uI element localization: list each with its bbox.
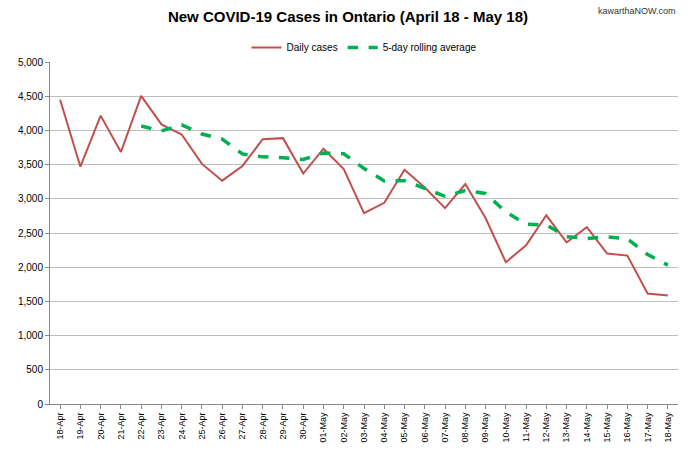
svg-text:3,000: 3,000 bbox=[18, 193, 43, 204]
svg-text:03-May: 03-May bbox=[359, 412, 369, 443]
svg-text:02-May: 02-May bbox=[339, 412, 349, 443]
svg-text:500: 500 bbox=[26, 364, 43, 375]
svg-text:01-May: 01-May bbox=[318, 412, 328, 443]
svg-text:18-May: 18-May bbox=[663, 412, 673, 443]
svg-text:25-Apr: 25-Apr bbox=[197, 413, 207, 440]
svg-text:23-Apr: 23-Apr bbox=[156, 413, 166, 440]
svg-text:21-Apr: 21-Apr bbox=[116, 413, 126, 440]
svg-text:14-May: 14-May bbox=[582, 412, 592, 443]
svg-text:kawarthaNOW.com: kawarthaNOW.com bbox=[598, 6, 676, 16]
svg-text:18-Apr: 18-Apr bbox=[55, 413, 65, 440]
svg-text:4,000: 4,000 bbox=[18, 125, 43, 136]
svg-text:30-Apr: 30-Apr bbox=[298, 413, 308, 440]
svg-text:5-day rolling average: 5-day rolling average bbox=[383, 42, 477, 53]
svg-text:15-May: 15-May bbox=[602, 412, 612, 443]
svg-text:24-Apr: 24-Apr bbox=[177, 413, 187, 440]
svg-text:11-May: 11-May bbox=[521, 412, 531, 442]
svg-text:2,000: 2,000 bbox=[18, 262, 43, 273]
svg-text:06-May: 06-May bbox=[420, 412, 430, 443]
svg-text:16-May: 16-May bbox=[622, 412, 632, 443]
svg-text:New COVID-19 Cases in Ontario: New COVID-19 Cases in Ontario (April 18 … bbox=[168, 8, 528, 25]
svg-text:05-May: 05-May bbox=[399, 412, 409, 443]
svg-text:26-Apr: 26-Apr bbox=[217, 413, 227, 440]
svg-text:0: 0 bbox=[37, 399, 43, 410]
svg-text:Daily cases: Daily cases bbox=[287, 42, 338, 53]
svg-text:29-Apr: 29-Apr bbox=[278, 413, 288, 440]
svg-text:3,500: 3,500 bbox=[18, 159, 43, 170]
svg-text:08-May: 08-May bbox=[460, 412, 470, 443]
svg-text:04-May: 04-May bbox=[379, 412, 389, 443]
svg-text:19-Apr: 19-Apr bbox=[75, 413, 85, 440]
svg-text:28-Apr: 28-Apr bbox=[258, 413, 268, 440]
svg-text:2,500: 2,500 bbox=[18, 228, 43, 239]
svg-text:4,500: 4,500 bbox=[18, 91, 43, 102]
svg-text:20-Apr: 20-Apr bbox=[96, 413, 106, 440]
svg-text:13-May: 13-May bbox=[562, 412, 572, 443]
svg-text:17-May: 17-May bbox=[643, 412, 653, 443]
svg-text:1,500: 1,500 bbox=[18, 296, 43, 307]
svg-text:09-May: 09-May bbox=[480, 412, 490, 443]
svg-text:1,000: 1,000 bbox=[18, 330, 43, 341]
svg-text:12-May: 12-May bbox=[541, 412, 551, 443]
svg-text:22-Apr: 22-Apr bbox=[136, 413, 146, 440]
svg-text:5,000: 5,000 bbox=[18, 57, 43, 68]
svg-text:10-May: 10-May bbox=[501, 412, 511, 443]
svg-text:27-Apr: 27-Apr bbox=[237, 413, 247, 440]
svg-text:07-May: 07-May bbox=[440, 412, 450, 443]
